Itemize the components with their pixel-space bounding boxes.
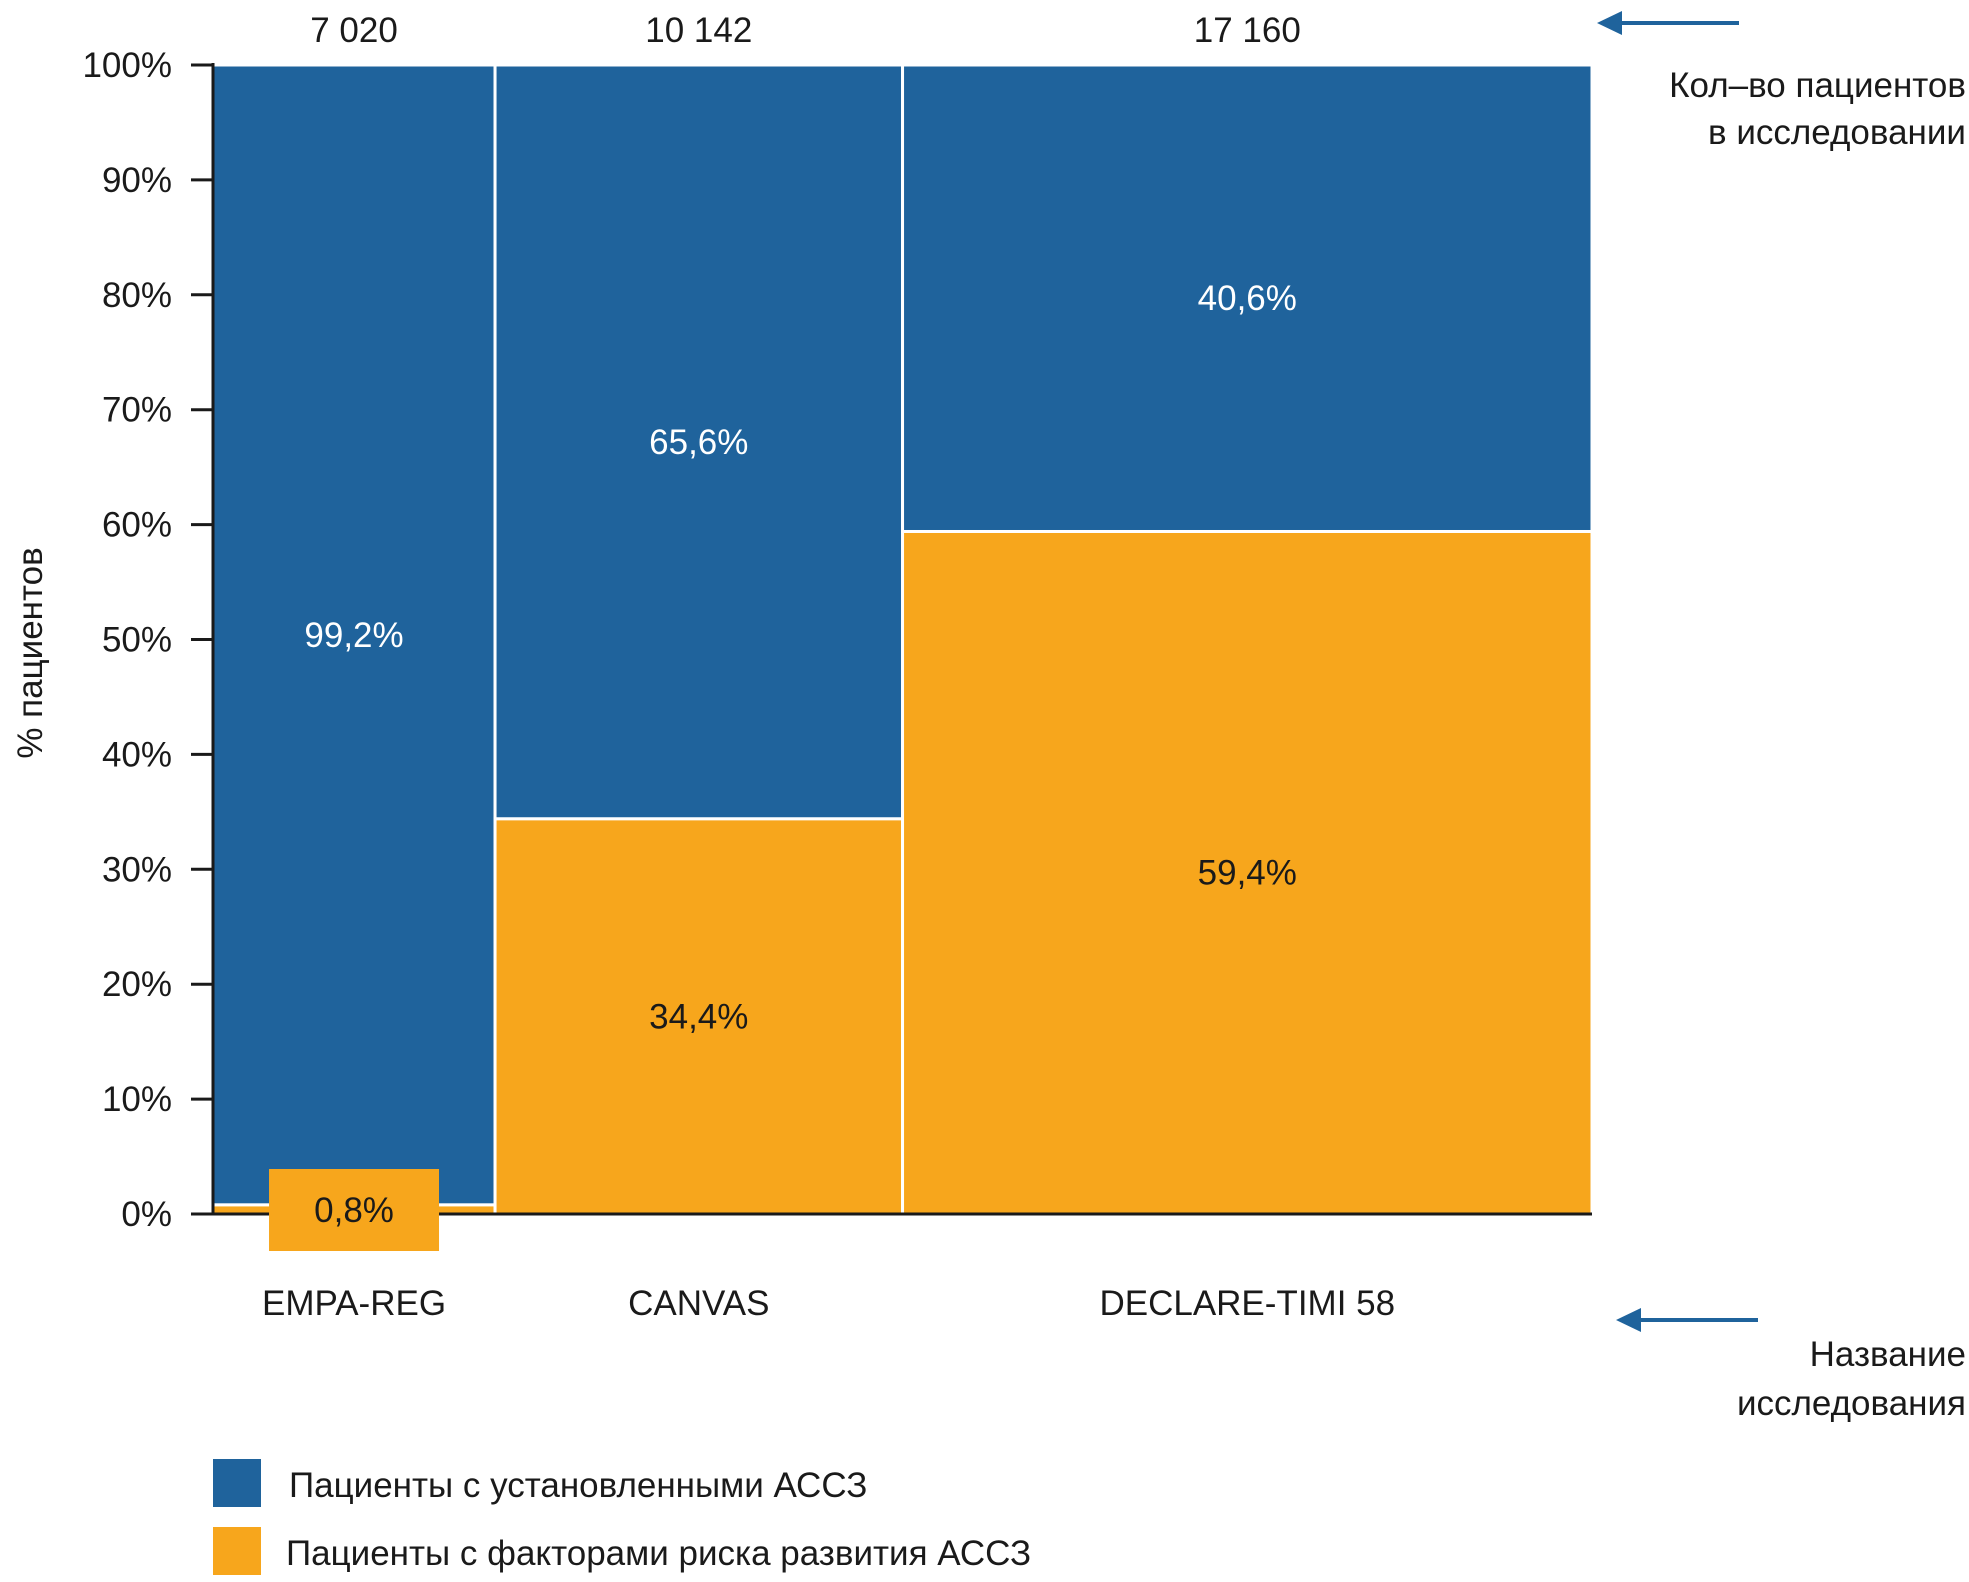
label-risk-0: 0,8% — [314, 1191, 394, 1230]
y-tick-label-0: 0% — [121, 1195, 172, 1234]
patients-note-line2: в исследовании — [1708, 113, 1966, 152]
legend-swatch-risk — [213, 1527, 261, 1575]
label-established-2: 40,6% — [1198, 279, 1297, 318]
patients-count-1: 10 142 — [645, 11, 752, 50]
label-risk-2: 59,4% — [1198, 854, 1297, 893]
label-established-0: 99,2% — [304, 616, 403, 655]
y-tick-label-5: 50% — [102, 621, 172, 660]
label-established-1: 65,6% — [649, 423, 748, 462]
category-label-1: CANVAS — [628, 1284, 769, 1323]
y-tick-label-2: 20% — [102, 965, 172, 1004]
patients-note-line1: Кол–во пациентов — [1669, 66, 1966, 105]
legend-swatch-established — [213, 1459, 261, 1507]
y-tick-label-9: 90% — [102, 161, 172, 200]
legend-label-risk: Пациенты с факторами риска развития АССЗ — [286, 1534, 1031, 1573]
patients-arrow-icon — [1597, 11, 1739, 35]
label-risk-1: 34,4% — [649, 997, 748, 1036]
y-tick-label-6: 60% — [102, 506, 172, 545]
y-tick-label-8: 80% — [102, 276, 172, 315]
name-note-line1: Название — [1810, 1335, 1966, 1374]
category-label-0: EMPA-REG — [262, 1284, 446, 1323]
label-risk-box-0 — [269, 1169, 440, 1251]
bar-risk-2 — [901, 529, 1594, 1216]
y-tick-label-3: 30% — [102, 850, 172, 889]
y-tick-label-4: 40% — [102, 735, 172, 774]
name-arrow-icon — [1616, 1308, 1758, 1332]
y-axis-label: % пациентов — [11, 547, 50, 758]
name-note-line2: исследования — [1737, 1384, 1966, 1423]
legend-label-established: Пациенты с установленными АССЗ — [289, 1466, 867, 1505]
y-tick-label-1: 10% — [102, 1080, 172, 1119]
category-label-2: DECLARE-TIMI 58 — [1099, 1284, 1395, 1323]
patients-count-0: 7 020 — [310, 11, 398, 50]
bar-established-2 — [901, 63, 1594, 533]
patients-count-2: 17 160 — [1194, 11, 1301, 50]
y-tick-label-10: 100% — [82, 46, 172, 85]
y-tick-label-7: 70% — [102, 391, 172, 430]
